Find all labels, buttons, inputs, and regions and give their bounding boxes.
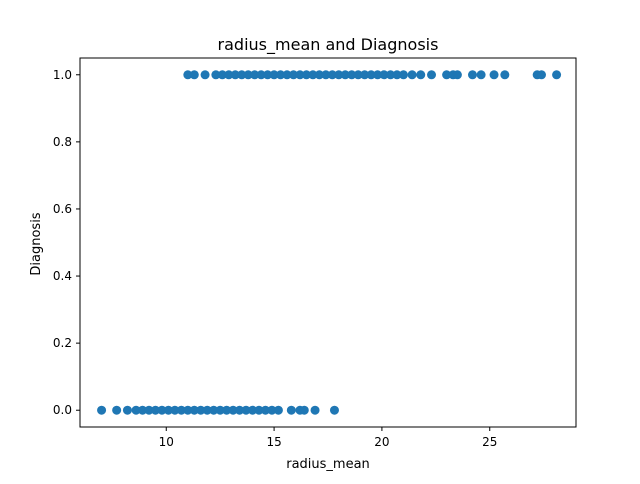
y-tick-label: 1.0 [53, 68, 72, 82]
scatter-point [209, 405, 219, 415]
scatter-point [222, 405, 232, 415]
y-axis-label: Diagnosis [29, 212, 44, 275]
scatter-point [366, 70, 376, 80]
scatter-point [329, 405, 339, 415]
scatter-point [373, 70, 383, 80]
scatter-point [537, 70, 546, 80]
scatter-point [489, 70, 499, 80]
scatter-point [170, 405, 180, 415]
axes-layer: 10 15 20 25 0.0 0.2 0.4 0.6 0.8 1.0 [53, 68, 497, 449]
y-tick-label: 0.2 [53, 336, 72, 350]
scatter-point [211, 70, 221, 80]
scatter-point [276, 70, 286, 80]
scatter-point [289, 70, 298, 80]
scatter-point [500, 70, 510, 80]
chart-title: radius_mean and Diagnosis [218, 35, 439, 55]
scatter-point [392, 70, 402, 80]
x-tick-label: 15 [266, 435, 281, 449]
scatter-point [301, 70, 311, 80]
scatter-point [189, 70, 199, 80]
scatter-point [97, 405, 107, 415]
scatter-point [217, 70, 227, 80]
scatter-point [407, 70, 417, 80]
scatter-point [202, 405, 212, 415]
scatter-point [263, 70, 273, 80]
scatter-point [321, 70, 331, 80]
scatter-point [196, 405, 206, 415]
scatter-point [340, 70, 350, 80]
scatter-point [241, 405, 251, 415]
scatter-point [314, 70, 324, 80]
x-tick-label: 20 [374, 435, 389, 449]
scatter-point [243, 70, 253, 80]
scatter-point [310, 405, 320, 415]
scatter-point [267, 405, 277, 415]
scatter-point [476, 70, 486, 80]
scatter-point [256, 70, 266, 80]
scatter-point [230, 70, 240, 80]
scatter-point [183, 70, 193, 80]
scatter-point [176, 405, 186, 415]
scatter-point [122, 405, 132, 415]
y-tick-label: 0.8 [53, 135, 72, 149]
scatter-point [360, 70, 370, 80]
scatter-point [353, 70, 363, 80]
scatter-point [427, 70, 437, 80]
scatter-point [286, 405, 296, 415]
x-tick-label: 25 [482, 435, 497, 449]
scatter-point [386, 70, 396, 80]
scatter-point [327, 70, 337, 80]
scatter-point [228, 405, 238, 415]
scatter-point [138, 405, 148, 415]
scatter-point [308, 70, 318, 80]
y-tick-label: 0.4 [53, 269, 72, 283]
scatter-point [442, 70, 452, 80]
scatter-point [163, 405, 173, 415]
scatter-point [248, 405, 258, 415]
scatter-point [334, 70, 344, 80]
scatter-point [144, 405, 154, 415]
scatter-point [237, 70, 247, 80]
scatter-point [398, 70, 408, 80]
points-layer [97, 70, 562, 415]
scatter-point [269, 70, 279, 80]
scatter-point [131, 405, 141, 415]
scatter-point [552, 70, 562, 80]
scatter-point [379, 70, 389, 80]
scatter-point [183, 405, 193, 415]
scatter-point [467, 70, 477, 80]
x-tick-label: 10 [159, 435, 174, 449]
scatter-point [224, 70, 234, 80]
scatter-point [254, 405, 264, 415]
scatter-point [200, 70, 210, 80]
x-axis-label: radius_mean [286, 457, 370, 472]
scatter-point [215, 405, 225, 415]
scatter-point [260, 405, 270, 415]
scatter-point [235, 405, 245, 415]
scatter-point [282, 70, 292, 80]
scatter-point [299, 405, 309, 415]
scatter-point [157, 405, 167, 415]
scatter-point [250, 70, 260, 80]
y-tick-label: 0.6 [53, 202, 72, 216]
scatter-point [273, 405, 283, 415]
scatter-point [295, 70, 305, 80]
y-tick-label: 0.0 [53, 403, 72, 417]
scatter-point [189, 405, 199, 415]
scatter-point [347, 70, 357, 80]
scatter-point [416, 70, 426, 80]
plot-frame [79, 57, 577, 428]
scatter-point [150, 405, 160, 415]
scatter-point [112, 405, 122, 415]
scatter-point [452, 70, 462, 80]
